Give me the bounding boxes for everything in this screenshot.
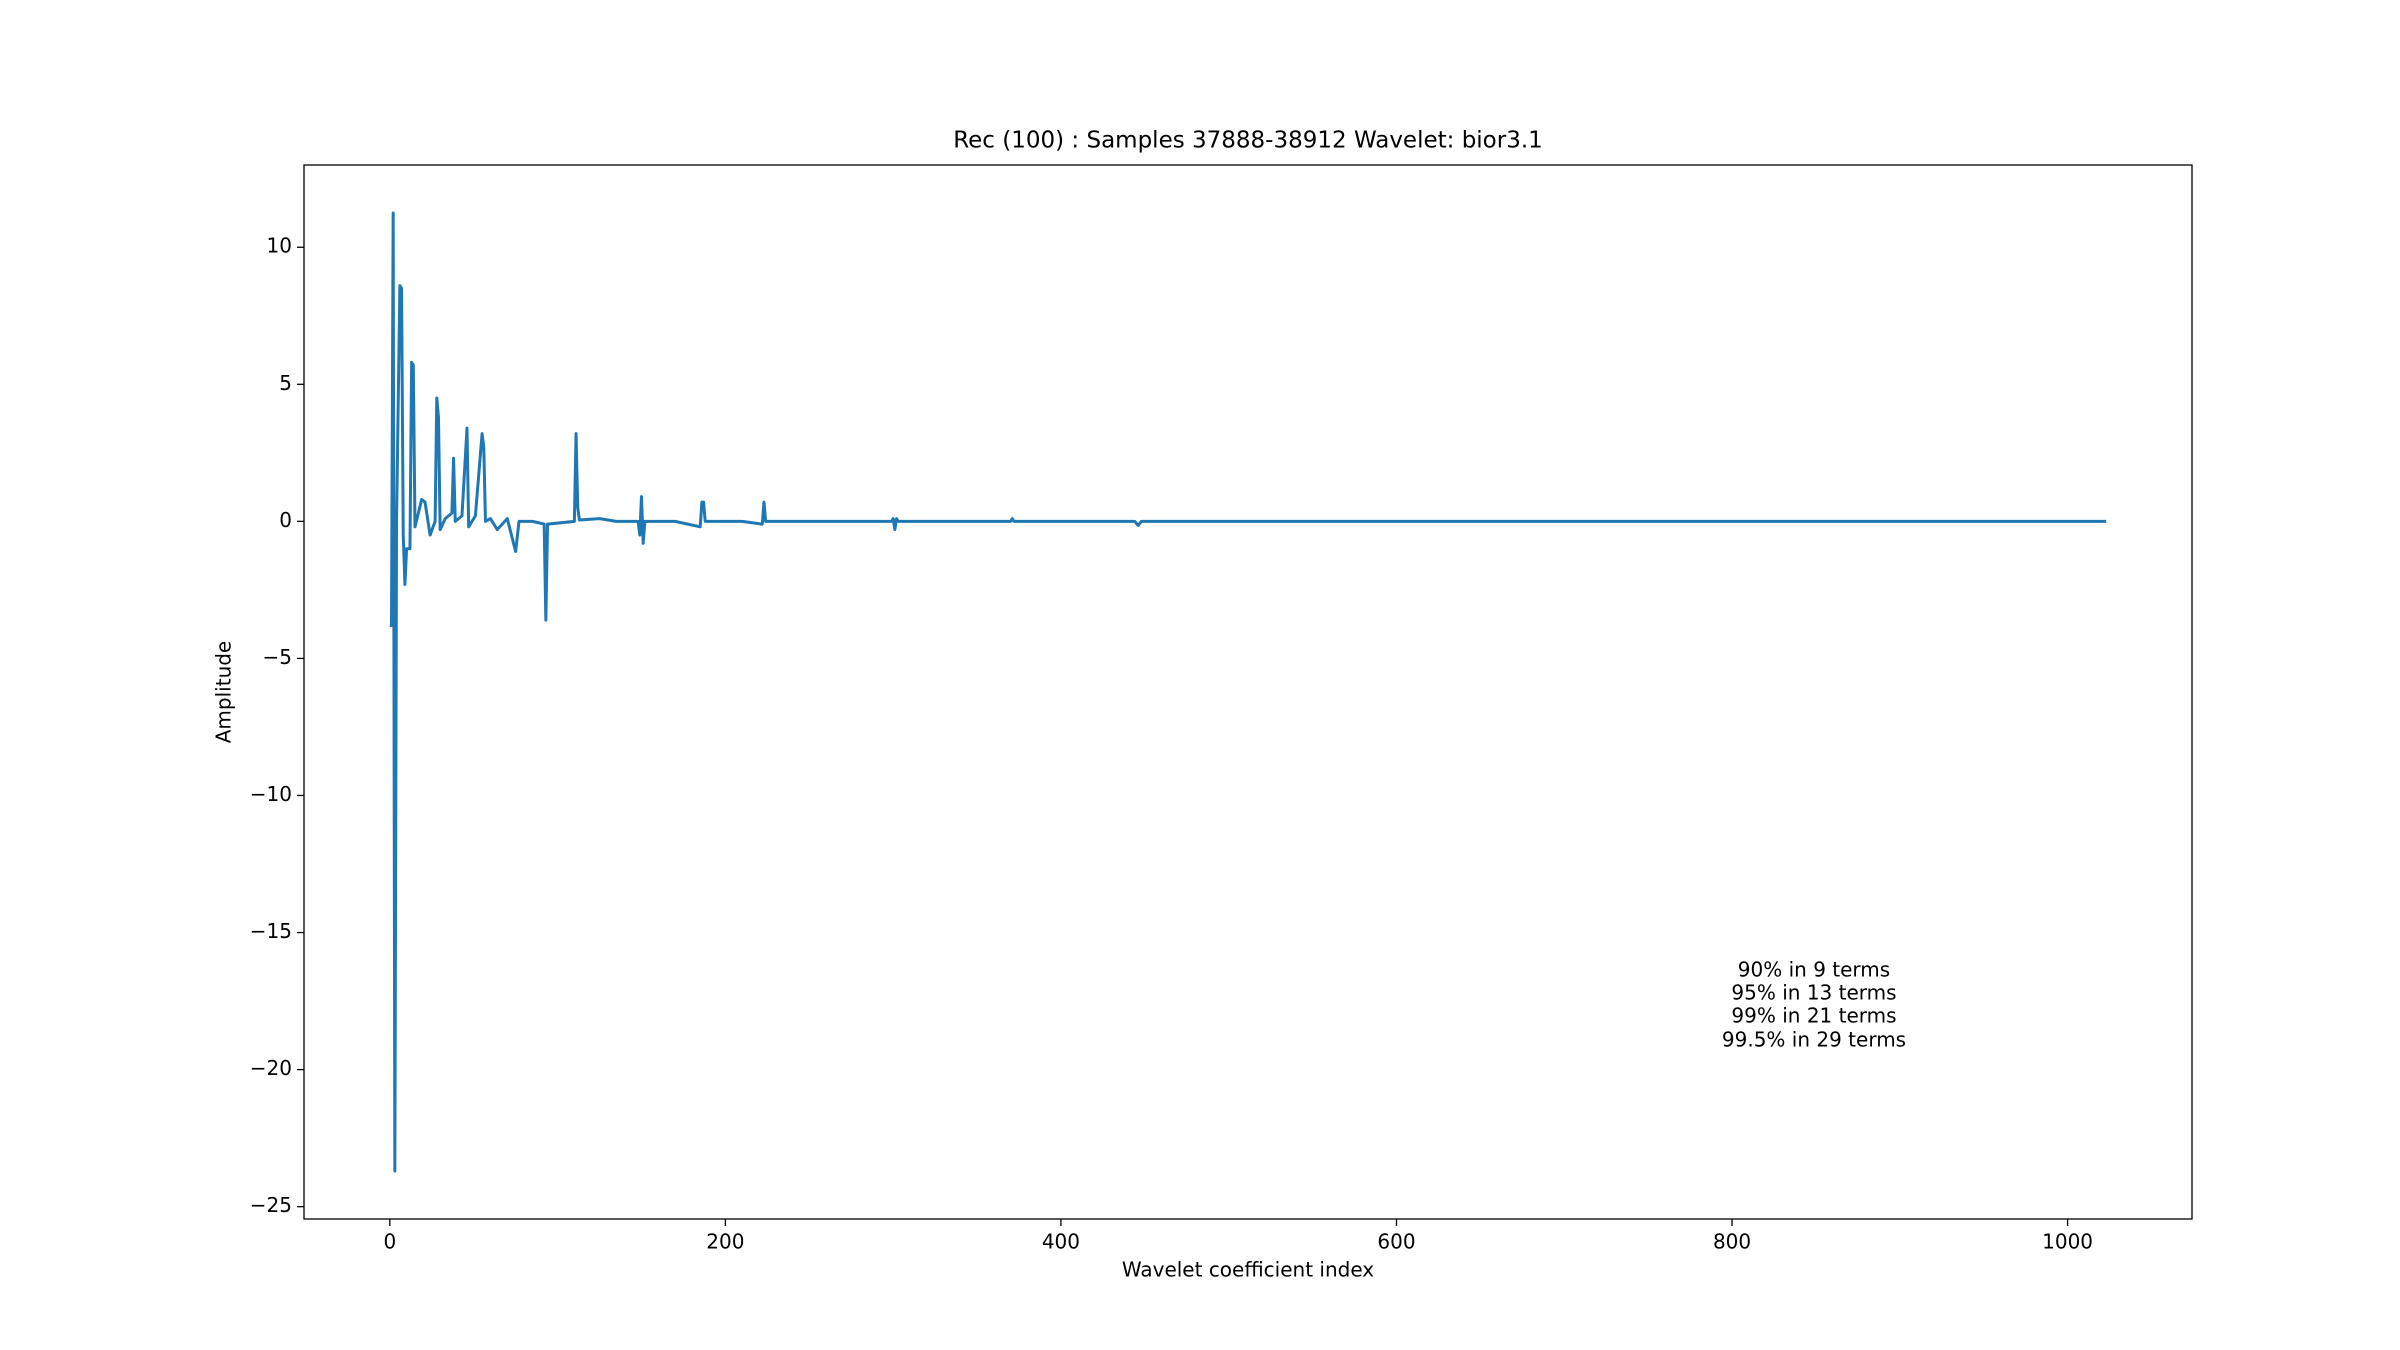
plot-frame bbox=[303, 164, 2193, 1220]
y-axis-label: Amplitude bbox=[212, 641, 236, 744]
x-tick-label: 1000 bbox=[2042, 1230, 2093, 1254]
x-tick-label: 600 bbox=[1377, 1230, 1415, 1254]
x-axis-label: Wavelet coefficient index bbox=[1122, 1258, 1374, 1282]
annotation: 90% in 9 terms bbox=[1738, 958, 1890, 982]
y-tick-label: −25 bbox=[250, 1193, 292, 1217]
y-tick-label: 0 bbox=[279, 508, 292, 532]
x-tick-label: 0 bbox=[383, 1230, 396, 1254]
x-tick-label: 400 bbox=[1042, 1230, 1080, 1254]
y-tick-label: −5 bbox=[263, 645, 292, 669]
annotation: 95% in 13 terms bbox=[1731, 981, 1896, 1005]
y-tick-label: −15 bbox=[250, 919, 292, 943]
annotation: 99.5% in 29 terms bbox=[1722, 1028, 1906, 1052]
y-tick-label: −10 bbox=[250, 782, 292, 806]
x-tick-label: 200 bbox=[706, 1230, 744, 1254]
y-tick-label: 10 bbox=[267, 234, 292, 258]
x-tick-label: 800 bbox=[1713, 1230, 1751, 1254]
data-line bbox=[389, 211, 2107, 1173]
y-tick-label: −20 bbox=[250, 1056, 292, 1080]
chart-title: Rec (100) : Samples 37888-38912 Wavelet:… bbox=[953, 128, 1543, 154]
y-tick-label: 5 bbox=[279, 371, 292, 395]
annotation: 99% in 21 terms bbox=[1731, 1004, 1896, 1028]
